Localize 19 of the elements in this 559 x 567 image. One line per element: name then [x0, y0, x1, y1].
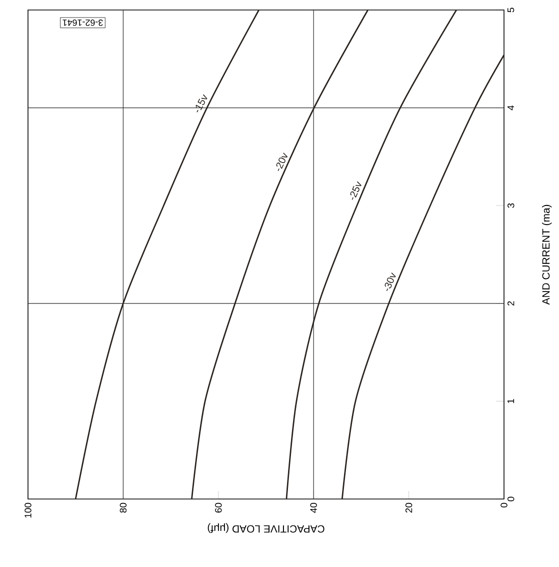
- x-tick-label: 40: [310, 502, 317, 513]
- y-tick-label: 4: [508, 105, 514, 110]
- x-tick-label: 0: [500, 502, 508, 508]
- x-tick-label: 80: [120, 502, 127, 513]
- x-tick-label: 100: [24, 502, 32, 518]
- y-tick-label: 1: [508, 399, 514, 404]
- y-tick-label: 0: [508, 496, 514, 502]
- x-tick-label: 60: [215, 502, 222, 513]
- y-tick-label: 3: [508, 203, 514, 208]
- text: -15v: [196, 94, 208, 112]
- y-tick-label: 5: [508, 8, 514, 12]
- text: -30v: [384, 272, 396, 292]
- y-axis-title: AND CURRENT (ma): [542, 204, 552, 305]
- x-tick-label: 20: [405, 502, 412, 513]
- x-axis-title: CAPACITIVE LOAD (μμf): [208, 523, 324, 533]
- text: -25v: [350, 181, 362, 200]
- annotation: 3-62-1641: [62, 20, 103, 26]
- y-tick-label: 2: [508, 301, 514, 306]
- text: -20v: [276, 152, 288, 172]
